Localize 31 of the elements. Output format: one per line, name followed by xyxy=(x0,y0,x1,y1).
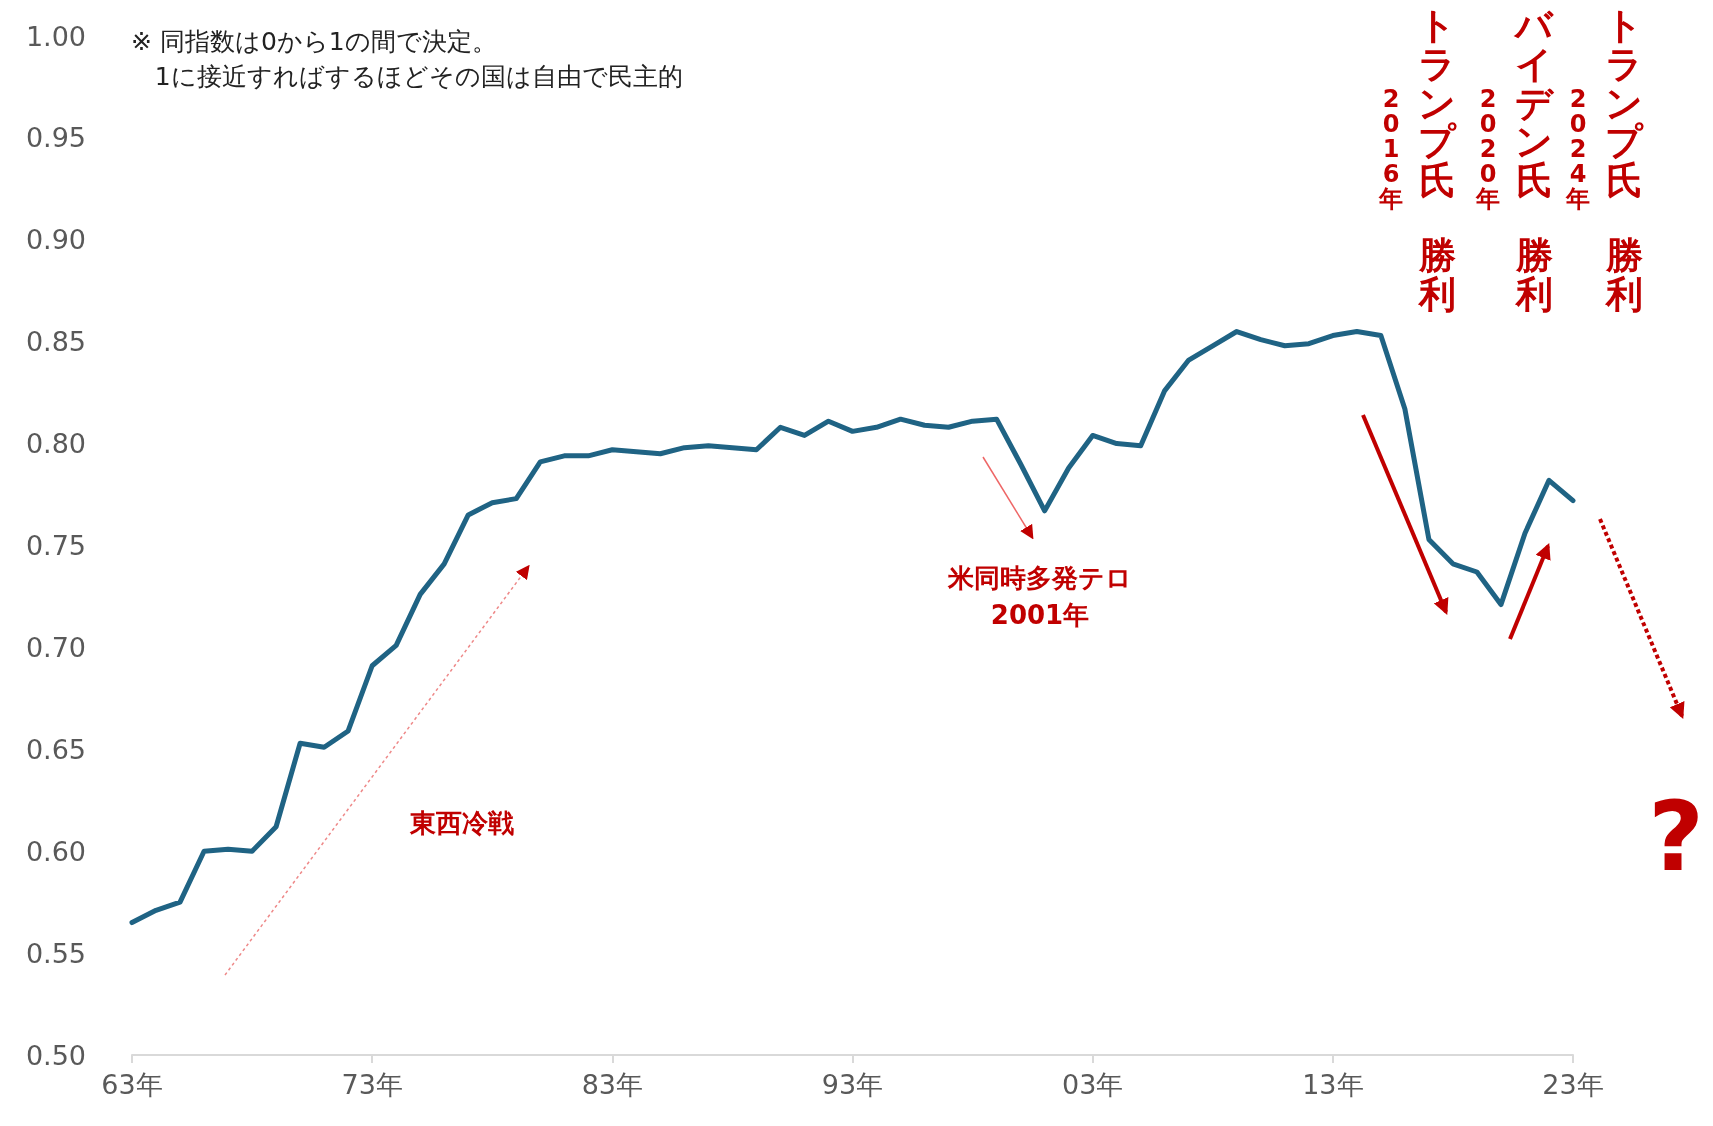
annotation: 勝利 xyxy=(1513,233,1553,316)
y-tick-label: 0.85 xyxy=(25,326,86,358)
x-tick-label: 13年 xyxy=(1302,1069,1364,1100)
y-tick-label: 0.95 xyxy=(25,122,86,154)
annotation: 勝利 xyxy=(1416,233,1456,316)
y-tick-label: 0.65 xyxy=(25,733,86,765)
text: 勝利 xyxy=(1603,233,1643,316)
x-tick-label: 03年 xyxy=(1061,1069,1124,1100)
annotation: 2016年 xyxy=(1378,84,1403,214)
x-tick-label: 83年 xyxy=(581,1069,644,1100)
annotation: バイデン氏 xyxy=(1513,3,1555,203)
y-tick-label: 0.70 xyxy=(25,631,86,663)
y-tick-label: 0.55 xyxy=(25,937,86,969)
x-tick-label: 63年 xyxy=(101,1069,163,1100)
y-tick-label: 0.50 xyxy=(25,1039,86,1071)
annotation: 2024年 xyxy=(1565,84,1590,214)
annotation: 米同時多発テロ 2001年 xyxy=(947,563,1132,630)
text: ? xyxy=(1648,781,1704,894)
x-tick-label: 73年 xyxy=(341,1069,403,1100)
text: トランプ氏 xyxy=(1605,3,1644,203)
annotation: 2020年 xyxy=(1475,84,1500,214)
y-tick-label: 0.80 xyxy=(25,428,86,460)
y-tick-label: 0.75 xyxy=(25,530,86,561)
annotation: トランプ氏 xyxy=(1418,3,1457,203)
y-tick-label: 1.00 xyxy=(25,20,86,52)
y-tick-label: 0.60 xyxy=(25,835,86,867)
x-tick-label: 23年 xyxy=(1542,1069,1604,1100)
annotation: 東西冷戦 xyxy=(409,808,514,839)
x-tick-label: 93年 xyxy=(821,1069,884,1100)
y-tick-label: 0.90 xyxy=(25,224,86,256)
annotation: ※ 同指数は0から1の間で決定。 1に接近すればするほどその国は自由で民主的 xyxy=(131,27,683,91)
